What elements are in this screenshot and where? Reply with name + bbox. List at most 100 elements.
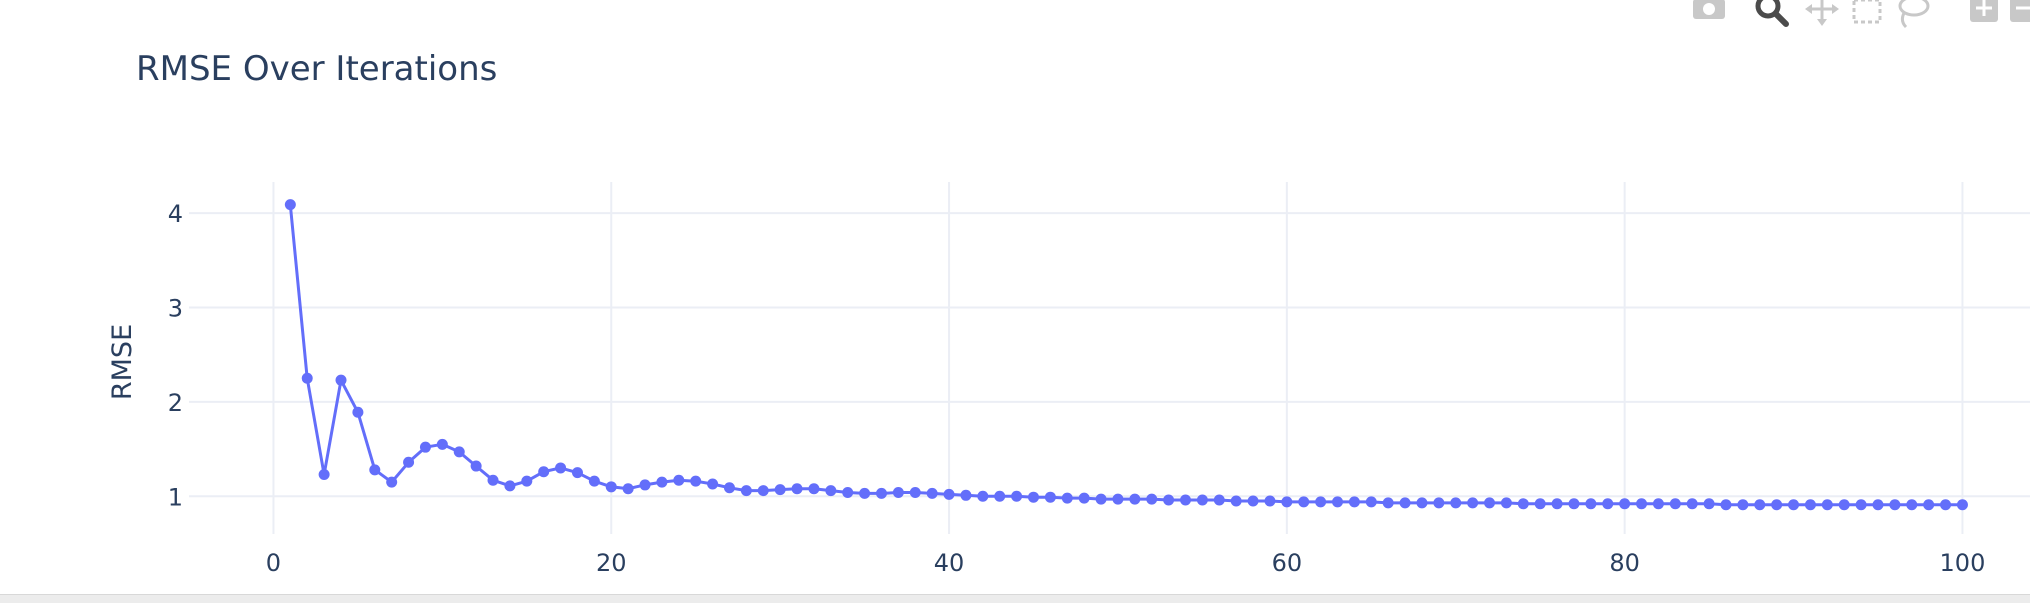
data-point[interactable]	[1332, 496, 1344, 508]
data-point[interactable]	[1416, 497, 1428, 509]
data-point[interactable]	[588, 475, 600, 487]
data-point[interactable]	[369, 464, 381, 476]
data-point[interactable]	[1568, 498, 1580, 510]
data-point[interactable]	[504, 480, 516, 492]
data-point[interactable]	[1804, 499, 1816, 511]
data-point[interactable]	[419, 441, 431, 453]
data-point[interactable]	[1940, 499, 1952, 511]
zoom-in-icon[interactable]	[1970, 0, 1998, 22]
data-point[interactable]	[1500, 497, 1512, 509]
data-point[interactable]	[605, 481, 617, 493]
data-point[interactable]	[453, 446, 465, 458]
camera-icon[interactable]	[1693, 0, 1725, 19]
data-point[interactable]	[318, 469, 330, 481]
data-point[interactable]	[1754, 499, 1766, 511]
data-point[interactable]	[1078, 492, 1090, 504]
data-point[interactable]	[1821, 499, 1833, 511]
zoom-out-icon[interactable]	[2010, 0, 2030, 22]
data-point[interactable]	[943, 488, 955, 500]
data-point[interactable]	[555, 462, 567, 474]
data-point[interactable]	[1906, 499, 1918, 511]
data-point[interactable]	[301, 372, 313, 384]
data-point[interactable]	[1196, 494, 1208, 506]
lasso-select-icon[interactable]	[1898, 0, 1930, 29]
data-point[interactable]	[1619, 498, 1631, 510]
data-point[interactable]	[335, 374, 347, 386]
data-point[interactable]	[1044, 491, 1056, 503]
data-point[interactable]	[1551, 498, 1563, 510]
data-point[interactable]	[1467, 497, 1479, 509]
data-point[interactable]	[1095, 493, 1107, 505]
data-point[interactable]	[1382, 497, 1394, 509]
data-point[interactable]	[1061, 492, 1073, 504]
data-point[interactable]	[994, 490, 1006, 502]
data-point[interactable]	[622, 483, 634, 495]
data-point[interactable]	[875, 487, 887, 499]
data-point[interactable]	[1737, 499, 1749, 511]
data-point[interactable]	[892, 486, 904, 498]
data-point[interactable]	[1517, 498, 1529, 510]
data-point[interactable]	[723, 482, 735, 494]
data-point[interactable]	[1602, 498, 1614, 510]
pan-icon[interactable]	[1805, 0, 1839, 26]
data-point[interactable]	[1146, 493, 1158, 505]
data-point[interactable]	[1652, 498, 1664, 510]
data-point[interactable]	[977, 490, 989, 502]
data-point[interactable]	[808, 483, 820, 495]
data-point[interactable]	[1247, 495, 1259, 507]
data-point[interactable]	[1112, 493, 1124, 505]
data-point[interactable]	[1669, 498, 1681, 510]
data-point[interactable]	[1686, 498, 1698, 510]
data-point[interactable]	[1703, 498, 1715, 510]
data-point[interactable]	[1298, 496, 1310, 508]
data-point[interactable]	[1213, 494, 1225, 506]
data-point[interactable]	[960, 489, 972, 501]
data-point[interactable]	[1399, 497, 1411, 509]
data-point[interactable]	[673, 474, 685, 486]
data-point[interactable]	[1534, 498, 1546, 510]
data-point[interactable]	[825, 485, 837, 497]
zoom-icon[interactable]	[1755, 0, 1789, 27]
data-point[interactable]	[538, 466, 550, 478]
data-point[interactable]	[690, 475, 702, 487]
data-point[interactable]	[1889, 499, 1901, 511]
data-point[interactable]	[403, 456, 415, 468]
data-point[interactable]	[1281, 496, 1293, 508]
data-point[interactable]	[909, 486, 921, 498]
data-point[interactable]	[774, 484, 786, 496]
data-point[interactable]	[352, 406, 364, 418]
data-point[interactable]	[926, 487, 938, 499]
data-point[interactable]	[487, 474, 499, 486]
data-point[interactable]	[859, 487, 871, 499]
data-point[interactable]	[1585, 498, 1597, 510]
data-point[interactable]	[1484, 497, 1496, 509]
data-point[interactable]	[791, 483, 803, 495]
data-point[interactable]	[1720, 499, 1732, 511]
data-point[interactable]	[1872, 499, 1884, 511]
data-point[interactable]	[1011, 490, 1023, 502]
data-point[interactable]	[436, 438, 448, 450]
data-point[interactable]	[470, 460, 482, 472]
data-point[interactable]	[1163, 494, 1175, 506]
data-point[interactable]	[1450, 497, 1462, 509]
data-point[interactable]	[1264, 495, 1276, 507]
data-point[interactable]	[1956, 499, 1968, 511]
data-point[interactable]	[1855, 499, 1867, 511]
data-point[interactable]	[740, 485, 752, 497]
data-point[interactable]	[639, 479, 651, 491]
data-point[interactable]	[1838, 499, 1850, 511]
data-point[interactable]	[1027, 491, 1039, 503]
data-point[interactable]	[571, 467, 583, 479]
data-point[interactable]	[757, 485, 769, 497]
data-point[interactable]	[1788, 499, 1800, 511]
data-point[interactable]	[656, 476, 668, 488]
data-point[interactable]	[1348, 496, 1360, 508]
data-point[interactable]	[1230, 495, 1242, 507]
data-point[interactable]	[1771, 499, 1783, 511]
data-point[interactable]	[707, 478, 719, 490]
data-point[interactable]	[1315, 496, 1327, 508]
data-point[interactable]	[284, 199, 296, 211]
data-point[interactable]	[1365, 496, 1377, 508]
data-point[interactable]	[842, 486, 854, 498]
data-point[interactable]	[1636, 498, 1648, 510]
